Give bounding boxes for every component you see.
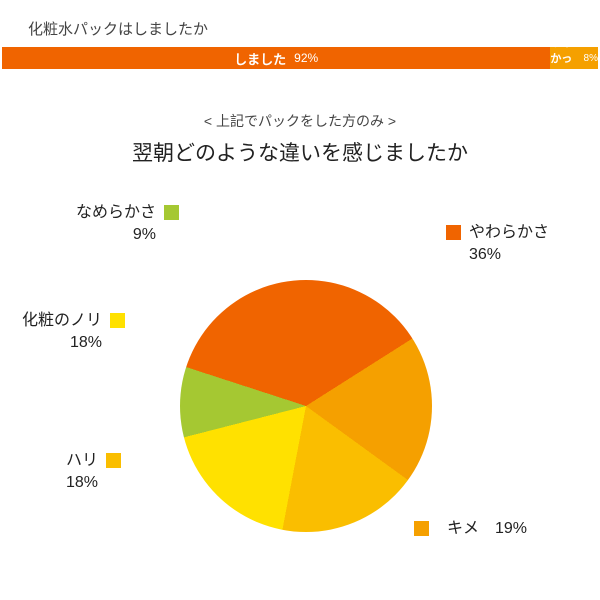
- legend-swatch: [164, 205, 179, 220]
- legend-item: ハリ18%: [66, 450, 121, 493]
- stacked-bar: しました 92% しなかった8%: [2, 47, 598, 69]
- pie-chart-area: やわらかさ36% キメ 19% ハリ18% 化粧のノリ18% なめらかさ9%: [0, 190, 600, 600]
- bar-segment-label: しました: [234, 49, 286, 68]
- legend-swatch: [106, 453, 121, 468]
- legend-swatch: [414, 521, 429, 536]
- legend-item: なめらかさ9%: [76, 202, 179, 245]
- bar-segment: しなかった8%: [550, 47, 598, 69]
- subtitle: < 上記でパックをした方のみ >: [0, 111, 600, 131]
- legend-swatch: [446, 225, 461, 240]
- legend-label: やわらかさ36%: [469, 222, 549, 265]
- legend-item: キメ 19%: [414, 518, 527, 540]
- legend-label: キメ 19%: [447, 518, 527, 540]
- bar-chart-title: 化粧水パックはしましたか: [0, 0, 600, 47]
- legend-item: 化粧のノリ18%: [22, 310, 125, 353]
- bar-segment: しました 92%: [2, 47, 550, 69]
- legend-label: なめらかさ9%: [76, 202, 156, 245]
- legend-swatch: [110, 313, 125, 328]
- bar-segment-pct: 92%: [294, 51, 318, 65]
- bar-segment-pct: 8%: [584, 53, 598, 64]
- pie-chart: [180, 280, 432, 532]
- legend-item: やわらかさ36%: [446, 222, 549, 265]
- bar-segment-label: しなかった: [550, 34, 575, 82]
- question-title: 翌朝どのような違いを感じましたか: [0, 137, 600, 167]
- legend-label: 化粧のノリ18%: [22, 310, 102, 353]
- legend-label: ハリ18%: [66, 450, 98, 493]
